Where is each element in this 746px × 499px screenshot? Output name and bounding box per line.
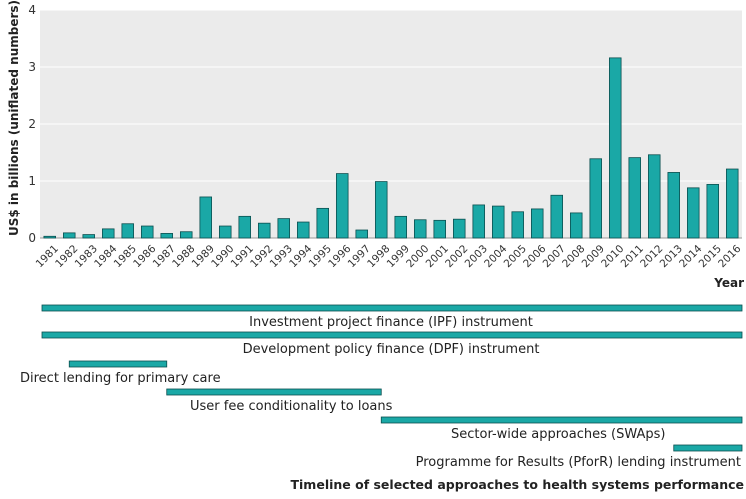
bar: [706, 184, 720, 239]
gridlines: [40, 9, 742, 239]
timeline-bar: [166, 388, 382, 396]
bar: [628, 157, 642, 239]
bar: [277, 218, 290, 239]
timeline-label: Investment project finance (IPF) instrum…: [249, 315, 533, 330]
x-tick-label: 2016: [716, 243, 744, 271]
bar: [296, 221, 310, 239]
bar: [394, 215, 407, 239]
bar: [589, 158, 603, 239]
y-tick-label: 1: [28, 174, 36, 188]
bar: [550, 194, 564, 239]
bar: [452, 218, 466, 239]
bar: [570, 212, 583, 239]
bars: [43, 57, 739, 239]
timeline: Investment project finance (IPF) instrum…: [20, 304, 743, 470]
timeline-label: Development policy finance (DPF) instrum…: [243, 342, 540, 357]
x-axis-ticks: 1981198219831984198519861987198819891990…: [34, 243, 744, 271]
timeline-bar: [41, 331, 743, 339]
bar: [472, 204, 485, 239]
y-axis-ticks: 0 1 2 3 4: [28, 3, 36, 245]
bar: [355, 229, 368, 239]
y-tick-label: 3: [28, 60, 36, 74]
bar: [160, 233, 173, 239]
timeline-bar: [41, 304, 743, 312]
bar: [82, 234, 96, 239]
bar: [140, 225, 154, 239]
timeline-label: Direct lending for primary care: [20, 371, 221, 386]
bar: [43, 235, 57, 239]
timeline-bar: [68, 360, 168, 368]
timeline-bar: [673, 444, 743, 452]
timeline-label: User fee conditionality to loans: [190, 399, 393, 414]
bar: [609, 57, 622, 239]
x-axis-label: Year: [713, 276, 744, 290]
bar: [374, 181, 388, 239]
bar: [63, 232, 76, 239]
bar: [335, 173, 349, 239]
bar: [257, 222, 271, 239]
y-tick-label: 4: [28, 3, 36, 17]
bar: [433, 219, 446, 239]
bar: [531, 208, 544, 239]
timeline-label: Programme for Results (PforR) lending in…: [416, 455, 741, 470]
bar: [687, 187, 700, 239]
y-tick-label: 2: [28, 117, 36, 131]
bar: [238, 215, 251, 239]
bar: [413, 219, 427, 239]
bar: [121, 223, 135, 239]
timeline-bar: [380, 416, 743, 424]
bar: [491, 205, 505, 239]
timeline-label: Sector-wide approaches (SWAps): [451, 427, 665, 442]
bar: [648, 154, 661, 239]
bar: [511, 211, 524, 239]
bar: [179, 231, 193, 239]
timeline-caption: Timeline of selected approaches to healt…: [291, 477, 745, 492]
bar: [726, 168, 739, 239]
bar: [218, 225, 232, 239]
bar: [667, 172, 681, 239]
bar: [316, 207, 329, 239]
y-tick-label: 0: [28, 231, 36, 245]
bar: [199, 196, 212, 239]
y-axis-label: US$ in billions (uniflated numbers): [7, 0, 21, 236]
bar: [102, 228, 115, 239]
